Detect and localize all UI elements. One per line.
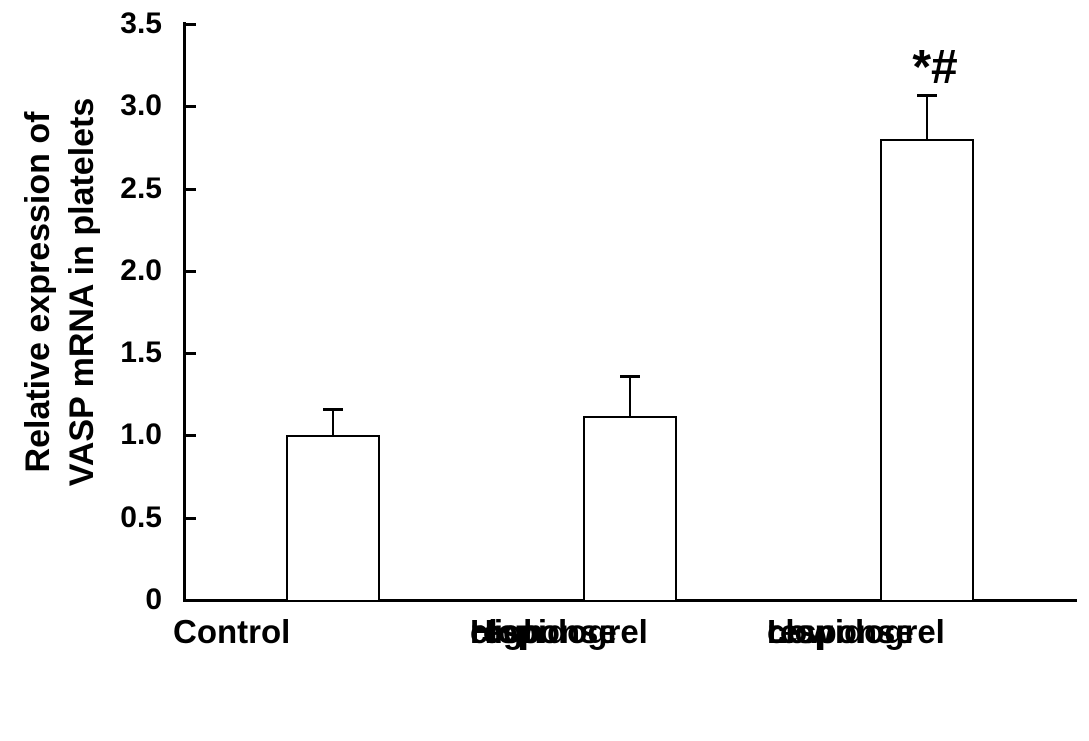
y-tick-label: 3.5 — [120, 7, 162, 40]
y-tick-mark — [185, 352, 196, 356]
y-tick-mark — [185, 434, 196, 438]
bar — [880, 139, 974, 602]
error-bar-cap — [917, 93, 937, 97]
error-bar-cap — [620, 375, 640, 379]
y-tick-label: 3.0 — [120, 89, 162, 123]
y-tick-label: 2.5 — [120, 171, 162, 205]
y-tick-mark — [185, 23, 196, 26]
x-category-label-line: clopidogrel — [767, 613, 945, 650]
y-tick-mark — [185, 105, 196, 109]
x-category-label-line: response — [767, 613, 914, 650]
x-category-label-line: response — [470, 613, 617, 650]
y-tick-label: 1.0 — [120, 418, 162, 452]
y-tick-label: 2.0 — [120, 253, 162, 287]
error-bar-cap — [323, 408, 343, 412]
bar — [286, 435, 380, 602]
x-category-label-line: Low — [767, 613, 833, 650]
x-category-label-line: High — [470, 613, 544, 650]
x-category-label-line: clopidogrel — [470, 613, 648, 650]
x-category-label-line: Control — [173, 613, 291, 650]
error-bar-line — [926, 94, 928, 140]
y-tick-label: 0 — [145, 583, 162, 616]
y-tick-mark — [185, 187, 196, 191]
y-tick-mark — [185, 516, 196, 520]
bar — [583, 415, 677, 602]
error-bar-line — [629, 376, 631, 416]
y-tick-label: 0.5 — [120, 500, 162, 534]
error-bar-line — [332, 409, 334, 436]
y-axis-line — [183, 22, 186, 602]
y-tick-label: 1.5 — [120, 336, 162, 370]
significance-annotation: *# — [912, 40, 958, 94]
y-tick-mark — [185, 269, 196, 273]
